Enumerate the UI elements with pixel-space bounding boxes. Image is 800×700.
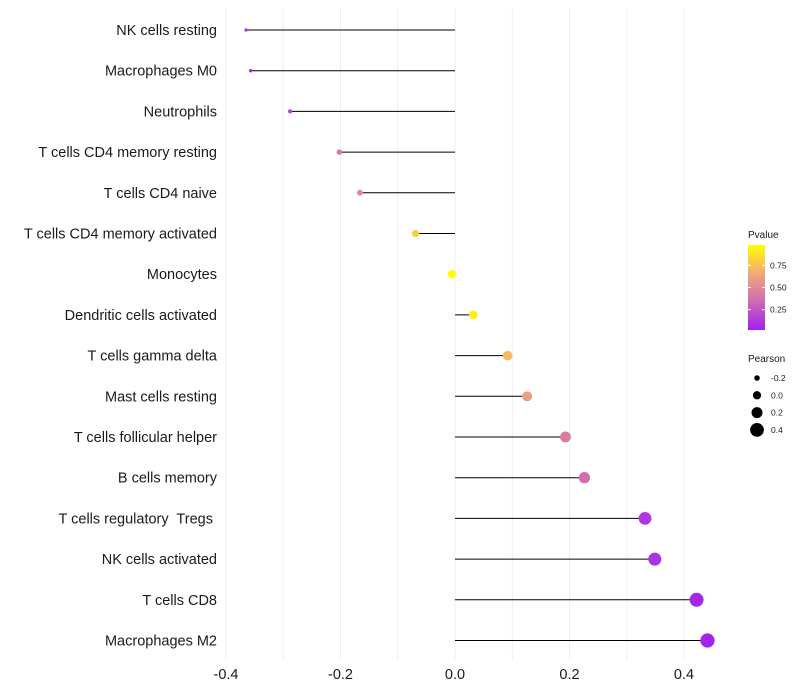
- y-axis-label: Monocytes: [147, 267, 217, 283]
- pvalue-colorbar: [748, 245, 765, 330]
- lollipop-point: [468, 310, 478, 320]
- pearson-legend-label: 0.4: [771, 425, 783, 435]
- x-tick-label: 0.0: [445, 667, 465, 683]
- lollipop-point: [356, 189, 363, 196]
- pvalue-legend-label: 0.75: [770, 260, 787, 270]
- y-axis-label: T cells follicular helper: [74, 430, 217, 446]
- lollipop-point: [560, 431, 571, 443]
- y-axis-label: NK cells activated: [102, 552, 217, 568]
- lollipop-point: [578, 472, 591, 484]
- lollipop-point: [700, 633, 715, 648]
- y-axis-label: B cells memory: [118, 471, 218, 487]
- lollipop-point: [248, 69, 253, 73]
- lollipop-point: [448, 270, 457, 279]
- y-axis-label: Macrophages M0: [105, 64, 217, 80]
- pearson-legend-dot: [752, 391, 762, 400]
- pvalue-legend-label: 0.50: [770, 283, 787, 293]
- pearson-legend: Pearson -0.2 0.0 0.2 0.4: [748, 354, 786, 437]
- lollipop-point: [287, 109, 293, 114]
- pearson-legend-dot: [754, 375, 760, 381]
- y-axis-label: T cells CD4 naive: [104, 186, 217, 202]
- lollipop-point: [689, 592, 704, 607]
- y-axis-labels: NK cells resting Macrophages M0 Neutrophil…: [24, 23, 218, 650]
- pearson-legend-title: Pearson: [748, 354, 785, 365]
- lollipop-point: [336, 149, 343, 155]
- lollipop-point: [648, 552, 662, 566]
- y-axis-label: T cells gamma delta: [88, 349, 218, 365]
- x-tick-label: -0.2: [328, 667, 353, 683]
- x-tick-label: -0.4: [214, 667, 239, 683]
- pearson-legend-label: 0.2: [771, 408, 783, 418]
- y-axis-label: T cells CD8: [142, 593, 217, 609]
- lollipop-point: [411, 229, 420, 238]
- pearson-legend-label: -0.2: [771, 373, 786, 383]
- y-axis-label: Macrophages M2: [105, 634, 217, 650]
- y-axis-label: T cells CD4 memory resting: [38, 145, 217, 161]
- pvalue-legend-label: 0.25: [770, 305, 787, 315]
- lollipop-point: [522, 391, 533, 402]
- y-axis-label: Dendritic cells activated: [65, 308, 217, 324]
- y-axis-label: Mast cells resting: [105, 389, 217, 405]
- pearson-legend-label: 0.0: [771, 390, 783, 400]
- y-axis-label: T cells CD4 memory activated: [24, 227, 217, 243]
- x-tick-label: 0.4: [674, 667, 694, 683]
- y-axis-label: T cells regulatory Tregs: [59, 511, 218, 527]
- lollipop-points: [244, 28, 715, 648]
- lollipop-segments: [246, 29, 708, 641]
- pearson-legend-dot: [750, 423, 764, 437]
- y-axis-label: Neutrophils: [144, 104, 217, 120]
- grid-lines: [225, 8, 685, 660]
- x-axis-ticks: -0.4 -0.2 0.0 0.2 0.4: [214, 667, 695, 683]
- pvalue-legend-title: Pvalue: [748, 230, 779, 241]
- pvalue-legend: Pvalue 0.25 0.50 0.75: [748, 230, 787, 330]
- lollipop-point: [502, 350, 513, 361]
- lollipop-point: [638, 512, 652, 525]
- x-tick-label: 0.2: [559, 667, 579, 683]
- y-axis-label: NK cells resting: [116, 23, 217, 39]
- pearson-legend-dot: [751, 407, 763, 419]
- lollipop-point: [244, 28, 248, 32]
